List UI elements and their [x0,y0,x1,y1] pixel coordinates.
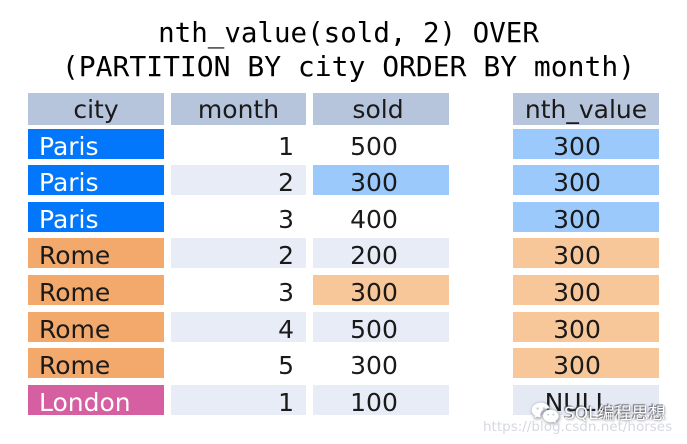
title-line-1: nth_value(sold, 2) OVER [158,17,539,49]
city-cell: Paris [28,129,164,161]
result-table: city month sold nth_value Paris 1 500 30… [28,93,659,417]
nth-value-cell: 300 [513,202,659,234]
table-row: Paris 1 500 300 [28,129,659,161]
month-cell: 3 [278,278,294,307]
sql-expression-title: nth_value(sold, 2) OVER (PARTITION BY ci… [10,16,687,84]
sold-cell: 400 [350,205,398,234]
city-cell: Rome [28,275,164,307]
month-cell: 2 [171,238,306,270]
month-cell: 5 [278,351,294,380]
sold-cell: 100 [313,385,449,417]
city-cell: Rome [28,348,164,380]
sold-cell: 300 [350,351,398,380]
nth-value-cell: 300 [513,129,659,161]
table-row: Paris 3 400 300 [28,202,659,234]
sold-cell: 500 [313,312,449,344]
city-cell: Rome [28,312,164,344]
sold-cell: 200 [313,238,449,270]
table-row: Rome 5 300 300 [28,348,659,380]
month-cell: 1 [278,132,294,161]
sold-cell-highlighted: 300 [313,165,449,197]
month-cell: 3 [278,205,294,234]
header-month: month [171,93,306,125]
header-nth-value: nth_value [513,93,659,125]
sold-cell: 500 [350,132,398,161]
nth-value-cell: 300 [513,312,659,344]
watermark-brand-text: SQL编程思想 [564,403,666,424]
watermark-url-text: https://blog.csdn.net/horses [483,419,673,435]
nth-value-cell: 300 [513,238,659,270]
city-cell: London [28,385,164,417]
city-cell: Rome [28,238,164,270]
month-cell: 1 [171,385,306,417]
table-row: Rome 3 300 300 [28,275,659,307]
nth-value-cell: 300 [513,348,659,380]
city-cell: Paris [28,165,164,197]
month-cell: 2 [171,165,306,197]
table-row: Paris 2 300 300 [28,165,659,197]
city-cell: Paris [28,202,164,234]
wechat-icon [530,401,559,424]
table-row: Rome 2 200 300 [28,238,659,270]
month-cell: 4 [171,312,306,344]
header-sold: sold [313,93,449,125]
table-header-row: city month sold nth_value [28,93,659,125]
title-line-2: (PARTITION BY city ORDER BY month) [61,50,636,83]
table-row: Rome 4 500 300 [28,312,659,344]
nth-value-cell: 300 [513,275,659,307]
sold-cell-highlighted: 300 [313,275,449,307]
nth-value-cell: 300 [513,165,659,197]
header-city: city [28,93,164,125]
